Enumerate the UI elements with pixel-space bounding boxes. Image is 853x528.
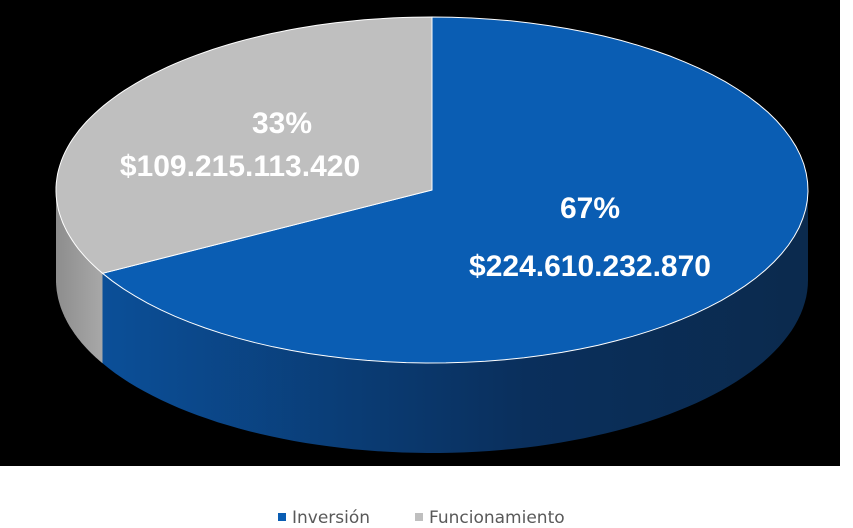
amount-label: $109.215.113.420 xyxy=(120,150,360,183)
slice-side xyxy=(102,190,808,453)
slice xyxy=(101,16,809,364)
value-label: 33% xyxy=(252,107,312,140)
legend-swatch xyxy=(278,513,286,521)
amount-label: $224.610.232.870 xyxy=(469,250,711,283)
slice xyxy=(55,16,433,274)
legend-swatch xyxy=(415,513,423,521)
pie xyxy=(55,16,809,453)
legend-label: Inversión xyxy=(292,508,370,528)
value-label: 67% xyxy=(560,192,620,225)
legend-label: Funcionamiento xyxy=(429,508,565,528)
labels: 67% $224.610.232.870 33% $109.215.113.420 xyxy=(120,107,711,283)
legend: Inversión Funcionamiento xyxy=(278,508,565,528)
